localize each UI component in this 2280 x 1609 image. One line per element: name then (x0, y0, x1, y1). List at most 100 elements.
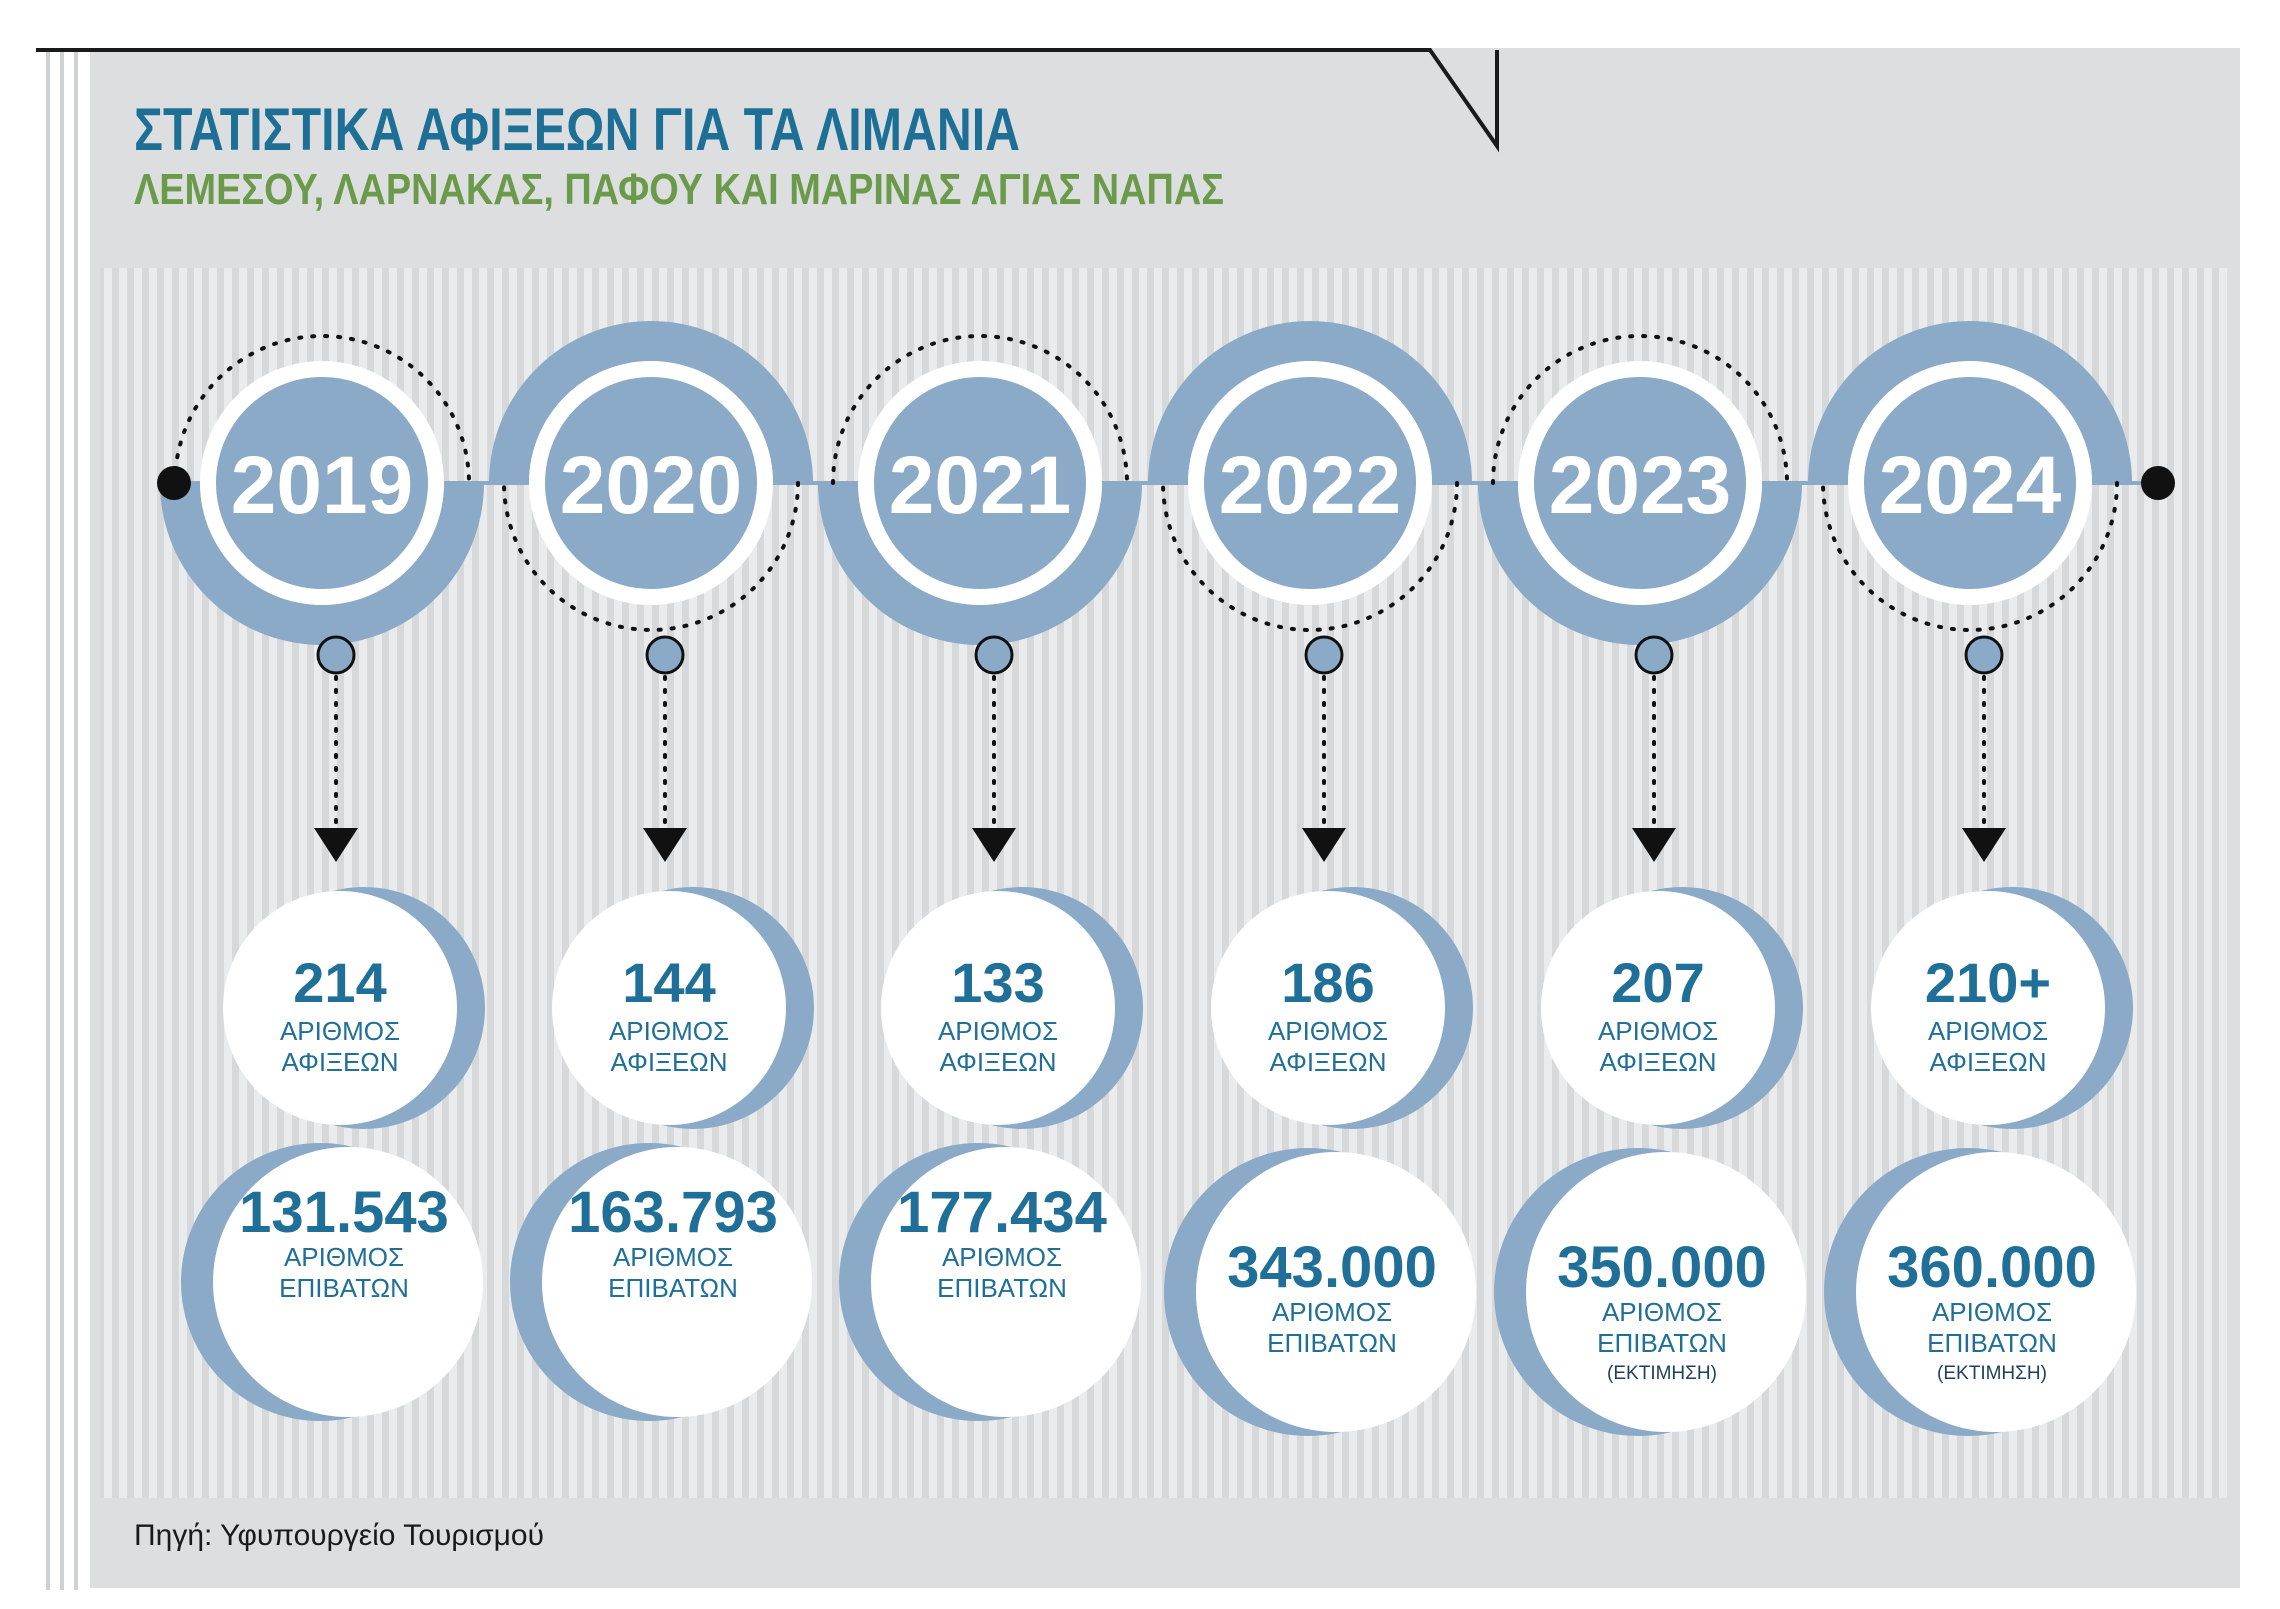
passengers-label-line2: ΕΠΙΒΑΤΩΝ (608, 1273, 738, 1303)
arrivals-value: 144 (622, 951, 715, 1014)
timeline-end-dot (2141, 466, 2175, 500)
passengers-label-line2: ΕΠΙΒΑΤΩΝ (1267, 1328, 1397, 1358)
year-ring-arc (1148, 321, 1472, 483)
connector-knob (1304, 635, 1344, 675)
arrivals-label-line2: ΑΦΙΞΕΩΝ (939, 1047, 1056, 1077)
arrivals-label-line2: ΑΦΙΞΕΩΝ (1929, 1047, 2046, 1077)
arrivals-value: 186 (1281, 951, 1374, 1014)
year-ring-arc (160, 483, 484, 645)
connector-knob (1964, 635, 2004, 675)
arrivals-label-line1: ΑΡΙΘΜΟΣ (1268, 1016, 1388, 1046)
year-dotted-arc (1161, 481, 1459, 632)
timeline-start-dot (157, 466, 191, 500)
left-edge-lines (46, 50, 78, 1590)
passengers-value: 163.793 (568, 1180, 778, 1245)
connector-knob (974, 635, 1014, 675)
arrivals-label-line2: ΑΦΙΞΕΩΝ (610, 1047, 727, 1077)
top-border (36, 48, 1499, 153)
year-dotted-arc (1491, 334, 1789, 485)
stats-columns: 214ΑΡΙΘΜΟΣΑΦΙΞΕΩΝ131.543ΑΡΙΘΜΟΣΕΠΙΒΑΤΩΝ1… (181, 887, 2136, 1436)
passengers-label-line2: ΕΠΙΒΑΤΩΝ (279, 1273, 409, 1303)
year-label: 2024 (1879, 440, 2062, 531)
arrivals-label-line1: ΑΡΙΘΜΟΣ (609, 1016, 729, 1046)
down-arrow-icon (314, 828, 358, 862)
year-node-2023: 2023 (1478, 334, 1802, 862)
passengers-label-line2: ΕΠΙΒΑΤΩΝ (1927, 1328, 2057, 1358)
passengers-label-line1: ΑΡΙΘΜΟΣ (1602, 1297, 1722, 1327)
year-disc (1864, 377, 2076, 589)
estimate-note: (ΕΚΤΙΜΗΣΗ) (1937, 1363, 2047, 1384)
estimate-note: (ΕΚΤΙΜΗΣΗ) (1607, 1363, 1717, 1384)
down-arrow-icon (1632, 828, 1676, 862)
year-node-2019: 2019 (160, 334, 484, 862)
arrivals-circle (1541, 891, 1775, 1125)
source-note: Πηγή: Υφυπουργείο Τουρισμού (134, 1519, 544, 1552)
passengers-label-line1: ΑΡΙΘΜΟΣ (284, 1242, 404, 1272)
passengers-circle (1526, 1152, 1806, 1432)
year-ring-arc (489, 321, 813, 483)
passengers-label-line1: ΑΡΙΘΜΟΣ (613, 1242, 733, 1272)
arrivals-circle (223, 891, 457, 1125)
year-dotted-arc (1821, 481, 2119, 632)
year-disc (1534, 377, 1746, 589)
passengers-circle (1856, 1152, 2136, 1432)
year-dotted-arc (831, 334, 1129, 485)
year-dotted-arc (173, 334, 471, 485)
passengers-value: 131.543 (239, 1180, 449, 1245)
passengers-label-line1: ΑΡΙΘΜΟΣ (1932, 1297, 2052, 1327)
year-label: 2019 (231, 440, 413, 531)
page-title: ΣΤΑΤΙΣΤΙΚΑ ΑΦΙΞΕΩΝ ΓΙΑ ΤΑ ΛΙΜΑΝΙΑ (134, 96, 1020, 163)
down-arrow-icon (1962, 828, 2006, 862)
arrivals-value: 207 (1611, 951, 1704, 1014)
connector-knob (645, 635, 685, 675)
arrivals-circle (552, 891, 786, 1125)
year-disc (545, 377, 757, 589)
arrivals-value: 210+ (1925, 951, 2051, 1014)
timeline: 2019 2020 2021 2022 2023 2024 (160, 321, 2132, 862)
arrivals-label-line2: ΑΦΙΞΕΩΝ (1599, 1047, 1716, 1077)
arrivals-circle (1211, 891, 1445, 1125)
passengers-circle (213, 1147, 483, 1417)
connector-knob (316, 635, 356, 675)
passengers-label-line2: ΕΠΙΒΑΤΩΝ (937, 1273, 1067, 1303)
passengers-circle (871, 1147, 1141, 1417)
year-label: 2020 (560, 440, 742, 531)
year-node-2022: 2022 (1148, 321, 1472, 862)
year-ring-arc (1808, 321, 2132, 483)
year-label: 2023 (1549, 440, 1731, 531)
passengers-value: 177.434 (897, 1180, 1107, 1245)
arrivals-label-line1: ΑΡΙΘΜΟΣ (1598, 1016, 1718, 1046)
stats-2024: 210+ΑΡΙΘΜΟΣΑΦΙΞΕΩΝ360.000ΑΡΙΘΜΟΣΕΠΙΒΑΤΩΝ… (1824, 887, 2136, 1436)
passengers-value: 360.000 (1887, 1235, 2097, 1300)
arrivals-value: 214 (293, 951, 386, 1014)
down-arrow-icon (1302, 828, 1346, 862)
arrivals-label-line1: ΑΡΙΘΜΟΣ (1928, 1016, 2048, 1046)
passengers-label-line1: ΑΡΙΘΜΟΣ (1272, 1297, 1392, 1327)
arrivals-circle (881, 891, 1115, 1125)
connector-knob (1634, 635, 1674, 675)
passengers-circle (542, 1147, 812, 1417)
year-node-2021: 2021 (818, 334, 1142, 862)
year-label: 2022 (1219, 440, 1401, 531)
passengers-label-line2: ΕΠΙΒΑΤΩΝ (1597, 1328, 1727, 1358)
passengers-circle (1196, 1152, 1476, 1432)
down-arrow-icon (643, 828, 687, 862)
year-ring-arc (818, 483, 1142, 645)
arrivals-label-line2: ΑΦΙΞΕΩΝ (281, 1047, 398, 1077)
arrivals-label-line1: ΑΡΙΘΜΟΣ (938, 1016, 1058, 1046)
passengers-value: 350.000 (1557, 1235, 1767, 1300)
arrivals-label-line1: ΑΡΙΘΜΟΣ (280, 1016, 400, 1046)
year-node-2024: 2024 (1808, 321, 2132, 862)
down-arrow-icon (972, 828, 1016, 862)
arrivals-label-line2: ΑΦΙΞΕΩΝ (1269, 1047, 1386, 1077)
year-ring-arc (1478, 483, 1802, 645)
year-disc (1204, 377, 1416, 589)
year-disc (874, 377, 1086, 589)
stats-2023: 207ΑΡΙΘΜΟΣΑΦΙΞΕΩΝ350.000ΑΡΙΘΜΟΣΕΠΙΒΑΤΩΝ(… (1494, 887, 1806, 1436)
